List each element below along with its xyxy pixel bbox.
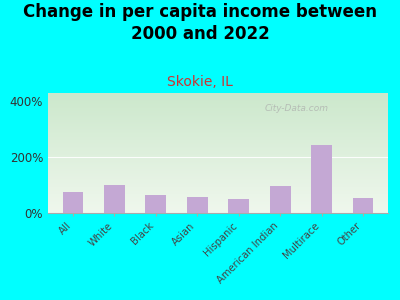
Text: Skokie, IL: Skokie, IL xyxy=(167,75,233,89)
Text: Change in per capita income between
2000 and 2022: Change in per capita income between 2000… xyxy=(23,3,377,43)
Bar xyxy=(62,192,83,213)
Bar xyxy=(104,185,125,213)
Bar xyxy=(187,197,208,213)
Bar xyxy=(228,199,249,213)
Bar xyxy=(146,195,166,213)
Bar xyxy=(353,198,374,213)
Bar xyxy=(270,187,290,213)
Bar xyxy=(311,145,332,213)
Text: City-Data.com: City-Data.com xyxy=(264,104,328,113)
